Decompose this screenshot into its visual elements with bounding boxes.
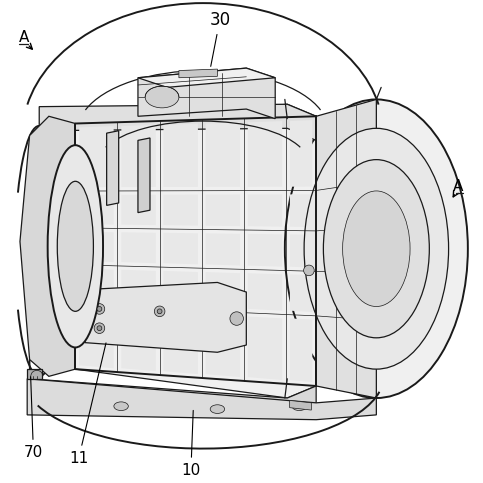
Ellipse shape: [48, 145, 103, 347]
Polygon shape: [248, 273, 282, 311]
Ellipse shape: [210, 405, 225, 413]
Ellipse shape: [292, 402, 307, 411]
Polygon shape: [20, 116, 75, 376]
Ellipse shape: [304, 128, 449, 369]
Polygon shape: [248, 234, 282, 267]
Polygon shape: [39, 104, 316, 141]
Polygon shape: [79, 232, 114, 262]
Polygon shape: [248, 194, 282, 227]
Polygon shape: [79, 269, 114, 303]
Polygon shape: [206, 195, 240, 226]
Ellipse shape: [230, 312, 243, 325]
Polygon shape: [75, 104, 316, 398]
Polygon shape: [179, 69, 217, 78]
Ellipse shape: [97, 307, 102, 312]
Ellipse shape: [114, 402, 128, 411]
Ellipse shape: [57, 181, 93, 312]
Ellipse shape: [97, 326, 102, 330]
Polygon shape: [290, 274, 313, 312]
Polygon shape: [138, 68, 275, 119]
Text: 10: 10: [181, 411, 200, 478]
Polygon shape: [85, 283, 246, 352]
Polygon shape: [163, 271, 198, 307]
Polygon shape: [121, 125, 156, 187]
Ellipse shape: [304, 265, 314, 276]
Polygon shape: [290, 234, 313, 268]
Polygon shape: [163, 124, 198, 187]
Text: 11: 11: [69, 343, 106, 466]
Ellipse shape: [157, 309, 162, 314]
Text: 30: 30: [209, 11, 230, 66]
Polygon shape: [290, 400, 312, 410]
Ellipse shape: [145, 86, 179, 108]
Polygon shape: [121, 232, 156, 263]
Polygon shape: [27, 379, 376, 420]
Text: A: A: [19, 29, 29, 44]
Text: A: A: [453, 179, 463, 194]
Ellipse shape: [285, 99, 468, 398]
Polygon shape: [290, 318, 313, 382]
Text: 70: 70: [24, 377, 43, 460]
Ellipse shape: [342, 191, 410, 307]
Polygon shape: [121, 311, 156, 371]
Polygon shape: [290, 194, 313, 227]
Ellipse shape: [155, 306, 165, 317]
Polygon shape: [79, 126, 114, 187]
Polygon shape: [316, 99, 376, 398]
Polygon shape: [121, 270, 156, 305]
Ellipse shape: [94, 323, 105, 333]
Polygon shape: [206, 315, 240, 377]
Polygon shape: [248, 316, 282, 380]
Ellipse shape: [324, 159, 429, 338]
Ellipse shape: [94, 304, 105, 314]
Polygon shape: [27, 369, 42, 379]
Polygon shape: [163, 233, 198, 264]
Polygon shape: [121, 195, 156, 225]
Polygon shape: [79, 309, 114, 368]
Polygon shape: [206, 233, 240, 266]
Polygon shape: [206, 272, 240, 309]
Polygon shape: [138, 68, 275, 87]
Polygon shape: [163, 313, 198, 374]
Polygon shape: [107, 131, 119, 205]
Polygon shape: [29, 359, 316, 415]
Polygon shape: [290, 120, 313, 186]
Polygon shape: [79, 195, 114, 225]
Polygon shape: [206, 122, 240, 187]
Polygon shape: [163, 195, 198, 226]
Polygon shape: [138, 138, 150, 213]
Polygon shape: [248, 121, 282, 187]
